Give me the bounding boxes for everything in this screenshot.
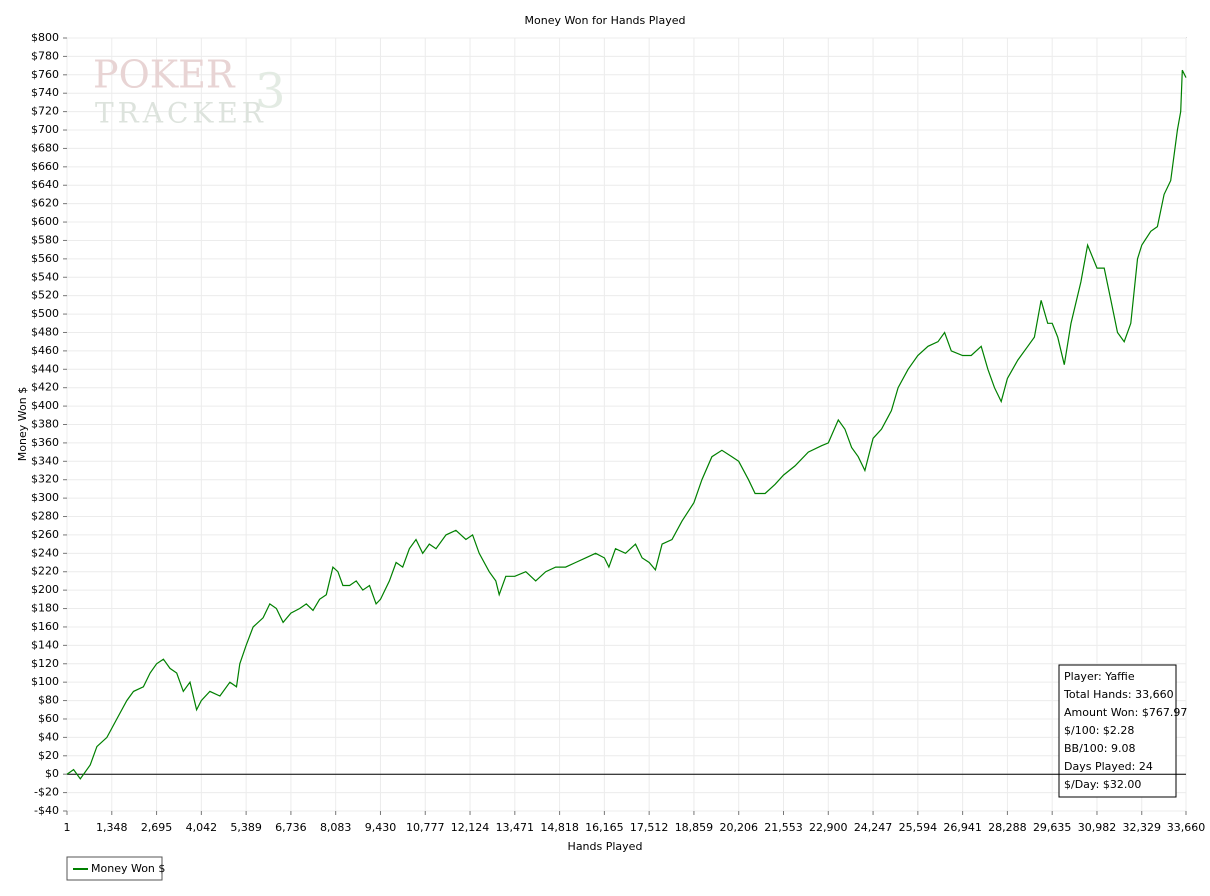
y-tick-label: $680 xyxy=(31,141,59,154)
y-tick-label: $480 xyxy=(31,325,59,338)
y-tick-label: $740 xyxy=(31,86,59,99)
y-tick-label: $40 xyxy=(38,730,59,743)
x-tick-label: 33,660 xyxy=(1167,821,1206,834)
y-tick-label: $60 xyxy=(38,712,59,725)
y-tick-label: -$20 xyxy=(34,786,59,799)
x-tick-label: 16,165 xyxy=(585,821,624,834)
x-tick-label: 18,859 xyxy=(675,821,714,834)
y-tick-label: $200 xyxy=(31,583,59,596)
x-tick-label: 25,594 xyxy=(899,821,938,834)
x-axis-label: Hands Played xyxy=(568,840,643,853)
y-tick-label: $800 xyxy=(31,31,59,44)
stats-line: $/Day: $32.00 xyxy=(1064,778,1141,791)
x-tick-label: 9,430 xyxy=(365,821,397,834)
x-tick-label: 17,512 xyxy=(630,821,669,834)
y-tick-label: $640 xyxy=(31,178,59,191)
stats-line: Player: Yaffie xyxy=(1064,670,1135,683)
y-tick-label: $140 xyxy=(31,638,59,651)
x-tick-label: 20,206 xyxy=(719,821,758,834)
y-tick-label: $540 xyxy=(31,270,59,283)
chart-title: Money Won for Hands Played xyxy=(525,14,686,27)
x-tick-label: 28,288 xyxy=(988,821,1027,834)
legend-label: Money Won $ xyxy=(91,862,165,875)
stats-line: Amount Won: $767.97 xyxy=(1064,706,1187,719)
y-tick-label: $260 xyxy=(31,528,59,541)
y-tick-label: $120 xyxy=(31,657,59,670)
y-tick-label: $300 xyxy=(31,491,59,504)
y-tick-label: $520 xyxy=(31,289,59,302)
y-tick-label: $420 xyxy=(31,381,59,394)
x-tick-label: 22,900 xyxy=(809,821,848,834)
x-tick-label: 5,389 xyxy=(230,821,262,834)
x-tick-label: 26,941 xyxy=(943,821,982,834)
y-tick-label: $660 xyxy=(31,160,59,173)
stats-box xyxy=(1058,664,1177,798)
y-tick-label: $580 xyxy=(31,233,59,246)
y-tick-label: $780 xyxy=(31,49,59,62)
grid xyxy=(66,37,1187,812)
watermark: POKER xyxy=(93,53,236,97)
y-axis-label: Money Won $ xyxy=(16,387,29,461)
stats-line: Days Played: 24 xyxy=(1064,760,1153,773)
y-tick-label: $560 xyxy=(31,252,59,265)
y-tick-label: $460 xyxy=(31,344,59,357)
y-tick-label: $100 xyxy=(31,675,59,688)
x-tick-label: 8,083 xyxy=(320,821,352,834)
stats-line: $/100: $2.28 xyxy=(1064,724,1134,737)
y-tick-label: $620 xyxy=(31,197,59,210)
y-tick-label: $280 xyxy=(31,510,59,523)
y-tick-label: $380 xyxy=(31,418,59,431)
y-tick-label: $500 xyxy=(31,307,59,320)
y-tick-label: $180 xyxy=(31,602,59,615)
y-tick-label: $320 xyxy=(31,473,59,486)
x-tick-label: 2,695 xyxy=(141,821,173,834)
y-tick-label: $0 xyxy=(45,767,59,780)
y-tick-label: $240 xyxy=(31,546,59,559)
x-tick-label: 12,124 xyxy=(451,821,490,834)
y-tick-label: $600 xyxy=(31,215,59,228)
x-tick-label: 24,247 xyxy=(854,821,893,834)
x-tick-label: 1,348 xyxy=(96,821,128,834)
y-tick-label: $760 xyxy=(31,68,59,81)
y-tick-label: $700 xyxy=(31,123,59,136)
stats-line: Total Hands: 33,660 xyxy=(1063,688,1174,701)
x-tick-label: 6,736 xyxy=(275,821,307,834)
x-tick-label: 10,777 xyxy=(406,821,445,834)
y-tick-label: $160 xyxy=(31,620,59,633)
x-tick-label: 13,471 xyxy=(496,821,535,834)
watermark: TRACKER xyxy=(95,97,267,130)
legend xyxy=(66,856,163,881)
stats-line: BB/100: 9.08 xyxy=(1064,742,1136,755)
data-line xyxy=(66,69,1187,780)
y-tick-label: $440 xyxy=(31,362,59,375)
watermark-badge: 3 xyxy=(255,64,286,120)
y-tick-label: $20 xyxy=(38,749,59,762)
x-tick-label: 1 xyxy=(64,821,71,834)
y-tick-label: $720 xyxy=(31,105,59,118)
y-tick-label: $340 xyxy=(31,454,59,467)
y-tick-label: -$40 xyxy=(34,804,59,817)
x-tick-label: 32,329 xyxy=(1123,821,1162,834)
y-tick-label: $220 xyxy=(31,565,59,578)
y-tick-label: $360 xyxy=(31,436,59,449)
x-tick-label: 29,635 xyxy=(1033,821,1072,834)
x-tick-label: 14,818 xyxy=(540,821,579,834)
x-tick-label: 30,982 xyxy=(1078,821,1117,834)
x-tick-label: 21,553 xyxy=(764,821,803,834)
y-tick-label: $80 xyxy=(38,694,59,707)
x-tick-label: 4,042 xyxy=(186,821,218,834)
y-tick-label: $400 xyxy=(31,399,59,412)
